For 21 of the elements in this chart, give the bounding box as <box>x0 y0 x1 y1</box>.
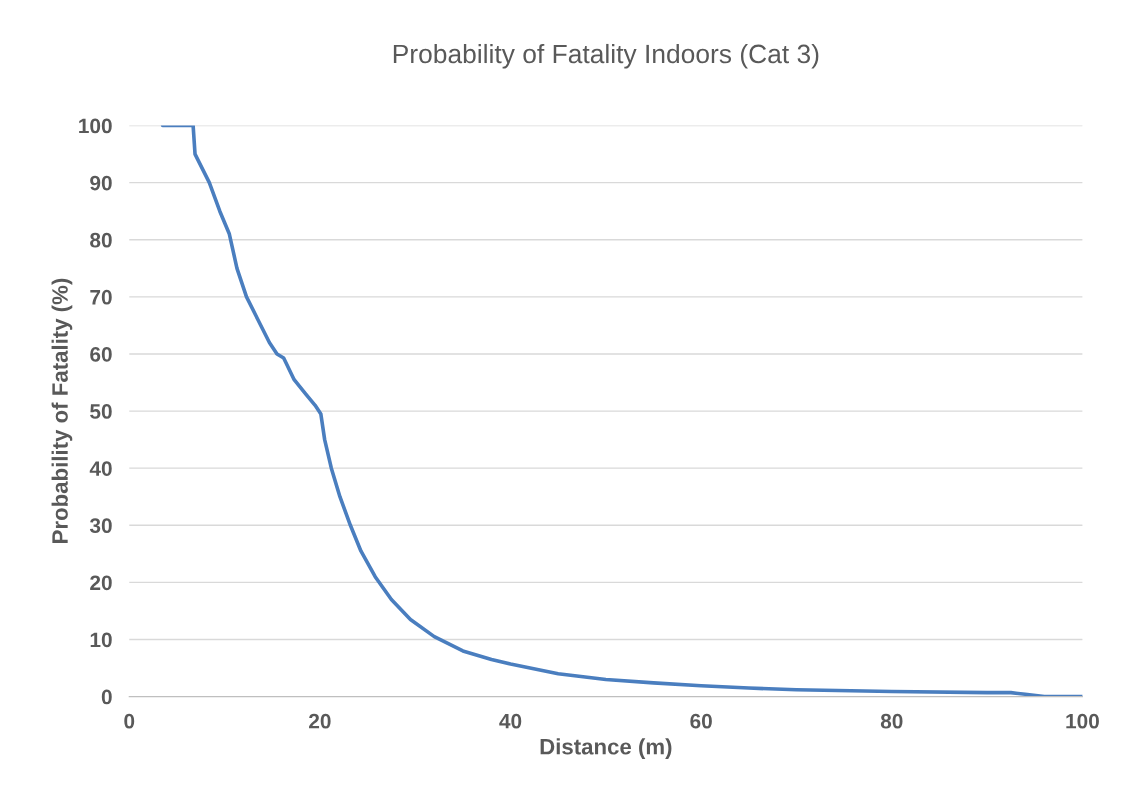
x-tick-label: 60 <box>690 713 712 729</box>
x-axis-title: Distance (m) <box>540 738 672 759</box>
line-series <box>160 125 1083 697</box>
y-tick-label: 20 <box>90 575 112 591</box>
x-tick-label: 80 <box>880 713 903 729</box>
y-tick-label: 40 <box>89 461 112 476</box>
y-tick-label: 70 <box>90 289 112 305</box>
y-tick-label: 80 <box>90 232 112 248</box>
y-tick-label: 90 <box>90 175 112 191</box>
y-tick-label: 50 <box>90 404 112 419</box>
chart-title: Probability of Fatality Indoors (Cat 3) <box>393 43 819 69</box>
y-tick-label: 0 <box>101 689 112 705</box>
y-tick-label: 100 <box>79 118 112 134</box>
x-tick-label: 20 <box>309 713 331 729</box>
x-tick-label: 100 <box>1066 713 1099 729</box>
x-tick-label: 40 <box>499 713 522 729</box>
y-tick-label: 10 <box>90 632 112 648</box>
y-axis-title: Probability of Fatality (%) <box>51 278 73 543</box>
y-tick-label: 30 <box>89 518 112 534</box>
y-tick-label: 60 <box>90 346 112 362</box>
x-tick-label: 0 <box>124 713 135 729</box>
